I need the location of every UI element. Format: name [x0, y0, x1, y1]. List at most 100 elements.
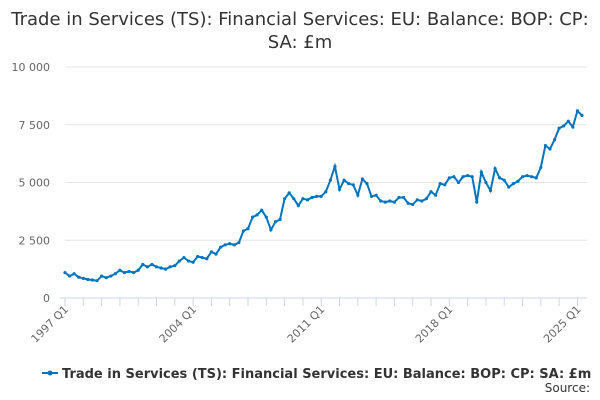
data-point[interactable] — [273, 220, 278, 224]
data-point[interactable] — [369, 194, 374, 198]
data-point[interactable] — [177, 259, 181, 263]
data-point[interactable] — [283, 197, 287, 201]
data-point[interactable] — [511, 182, 515, 186]
data-point[interactable] — [205, 257, 209, 261]
data-point[interactable] — [250, 215, 255, 219]
data-point[interactable] — [443, 183, 447, 187]
data-point[interactable] — [287, 191, 291, 195]
data-point[interactable] — [296, 204, 300, 208]
data-point[interactable] — [493, 167, 497, 171]
data-point[interactable] — [191, 260, 195, 264]
data-point[interactable] — [86, 277, 90, 282]
data-point[interactable] — [566, 119, 570, 123]
data-point[interactable] — [360, 177, 364, 181]
data-point[interactable] — [333, 164, 337, 168]
data-point[interactable] — [447, 176, 451, 180]
data-point[interactable] — [196, 254, 200, 259]
data-point[interactable] — [182, 255, 186, 260]
data-point[interactable] — [433, 193, 438, 197]
data-point[interactable] — [200, 255, 204, 260]
data-point[interactable] — [305, 198, 310, 202]
data-point[interactable] — [118, 268, 122, 272]
data-point[interactable] — [557, 126, 561, 130]
data-point[interactable] — [388, 199, 392, 203]
data-point[interactable] — [127, 269, 131, 274]
data-point[interactable] — [67, 274, 72, 278]
data-point[interactable] — [548, 147, 552, 151]
data-point[interactable] — [347, 182, 351, 186]
data-point[interactable] — [562, 124, 566, 128]
data-point[interactable] — [319, 194, 323, 198]
data-point[interactable] — [507, 185, 511, 189]
data-point[interactable] — [539, 165, 543, 170]
data-point[interactable] — [365, 182, 369, 186]
data-point[interactable] — [100, 274, 104, 278]
data-point[interactable] — [301, 197, 305, 201]
data-point[interactable] — [164, 267, 168, 271]
data-point[interactable] — [534, 176, 538, 180]
data-point[interactable] — [315, 194, 319, 198]
data-point[interactable] — [246, 227, 250, 231]
data-point[interactable] — [466, 173, 470, 178]
legend[interactable]: Trade in Services (TS): Financial Servic… — [42, 367, 591, 382]
data-point[interactable] — [150, 262, 154, 267]
data-point[interactable] — [516, 179, 520, 183]
data-point[interactable] — [392, 200, 397, 204]
data-point[interactable] — [406, 201, 410, 205]
data-point[interactable] — [424, 197, 429, 201]
data-point[interactable] — [159, 266, 163, 270]
data-point[interactable] — [351, 183, 355, 187]
data-point[interactable] — [63, 270, 67, 275]
data-point[interactable] — [415, 198, 419, 202]
data-point[interactable] — [310, 195, 314, 200]
data-point[interactable] — [122, 270, 127, 275]
data-point[interactable] — [218, 245, 223, 249]
data-point[interactable] — [186, 259, 191, 263]
data-point[interactable] — [328, 178, 332, 182]
data-point[interactable] — [154, 265, 159, 269]
data-point[interactable] — [141, 262, 145, 267]
data-point[interactable] — [90, 278, 95, 282]
data-point[interactable] — [109, 274, 113, 278]
data-point[interactable] — [278, 217, 282, 222]
data-point[interactable] — [292, 197, 296, 201]
data-point[interactable] — [132, 270, 136, 275]
data-point[interactable] — [374, 193, 378, 197]
data-point[interactable] — [324, 190, 328, 194]
data-point[interactable] — [502, 178, 506, 182]
data-point[interactable] — [255, 213, 259, 217]
data-point[interactable] — [72, 272, 76, 276]
data-point[interactable] — [488, 188, 493, 193]
data-point[interactable] — [552, 138, 557, 142]
data-point[interactable] — [401, 195, 406, 200]
data-point[interactable] — [530, 175, 534, 179]
data-point[interactable] — [461, 175, 465, 179]
data-point[interactable] — [484, 180, 488, 185]
data-point[interactable] — [95, 279, 99, 283]
data-point[interactable] — [173, 264, 177, 268]
data-point[interactable] — [168, 265, 172, 269]
data-point[interactable] — [470, 175, 474, 179]
data-point[interactable] — [356, 193, 360, 197]
data-point[interactable] — [264, 215, 268, 219]
data-point[interactable] — [145, 265, 149, 269]
data-point[interactable] — [77, 275, 81, 279]
data-point[interactable] — [237, 240, 241, 245]
data-point[interactable] — [575, 109, 580, 113]
data-point[interactable] — [260, 208, 264, 212]
data-point[interactable] — [223, 243, 227, 247]
data-point[interactable] — [456, 180, 461, 185]
data-point[interactable] — [104, 276, 108, 280]
data-point[interactable] — [337, 187, 342, 192]
data-point[interactable] — [580, 113, 584, 118]
data-point[interactable] — [228, 242, 232, 246]
data-point[interactable] — [429, 190, 433, 194]
data-point[interactable] — [113, 272, 117, 276]
data-point[interactable] — [379, 199, 383, 203]
data-point[interactable] — [411, 202, 415, 207]
data-point[interactable] — [438, 182, 442, 186]
data-point[interactable] — [571, 125, 575, 129]
data-point[interactable] — [81, 276, 85, 280]
data-point[interactable] — [525, 173, 529, 178]
data-point[interactable] — [498, 176, 502, 180]
